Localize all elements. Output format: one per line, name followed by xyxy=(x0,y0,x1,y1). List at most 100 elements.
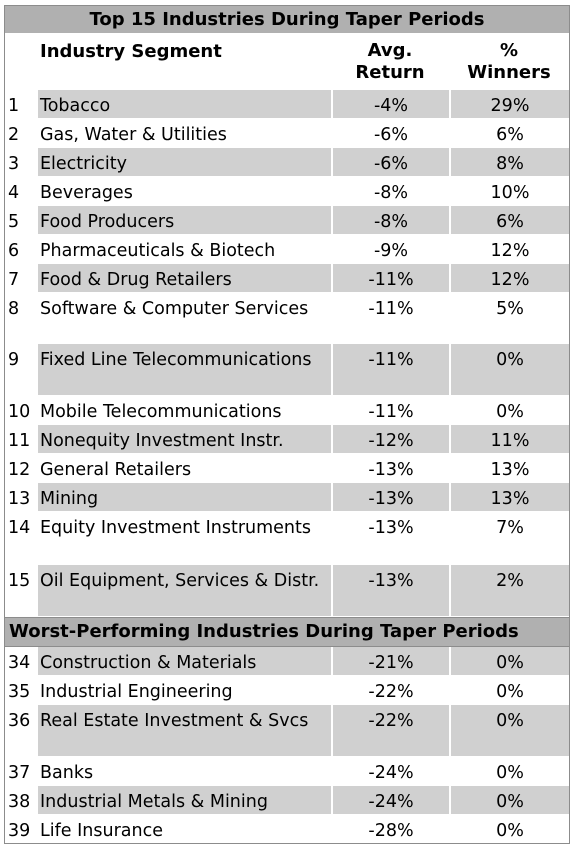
segment-cell: Beverages xyxy=(40,183,133,203)
segment-cell: Banks xyxy=(40,763,94,783)
segment-cell: Industrial Metals & Mining xyxy=(38,786,331,814)
avg-return-cell: -6% xyxy=(331,148,449,176)
avg-return-cell: -11% xyxy=(331,344,449,395)
segment-cell: Food Producers xyxy=(38,206,331,234)
header-industry-segment: Industry Segment xyxy=(40,41,222,62)
winners-cell: 6% xyxy=(449,119,569,147)
winners-cell: 0% xyxy=(449,396,569,424)
avg-return-cell: -21% xyxy=(331,647,449,675)
winners-cell: 12% xyxy=(449,264,569,292)
winners-cell: 0% xyxy=(449,815,569,843)
segment-cell: Electricity xyxy=(38,148,331,176)
winners-cell: 10% xyxy=(449,177,569,205)
table-row: 7 Food & Drug Retailers -11% 12% xyxy=(5,264,569,292)
segment-cell: Equity Investment Instruments xyxy=(40,518,311,538)
segment-cell: Nonequity Investment Instr. xyxy=(38,425,331,453)
table-row: 10 Mobile Telecommunications -11% 0% xyxy=(5,396,569,424)
header-winners: % Winners xyxy=(449,40,569,84)
table-row: 1 Tobacco -4% 29% xyxy=(5,90,569,118)
avg-return-cell: -13% xyxy=(331,483,449,511)
avg-return-cell: -6% xyxy=(331,119,449,147)
avg-return-cell: -13% xyxy=(331,454,449,482)
avg-return-cell: -11% xyxy=(331,396,449,424)
industry-table: Top 15 Industries During Taper Periods I… xyxy=(4,5,570,844)
rank-cell: 14 xyxy=(8,518,31,538)
winners-cell: 5% xyxy=(449,293,569,343)
segment-cell: Real Estate Investment & Svcs xyxy=(38,705,331,756)
winners-cell: 12% xyxy=(449,235,569,263)
table-row: 35 Industrial Engineering -22% 0% xyxy=(5,676,569,704)
avg-return-cell: -13% xyxy=(331,565,449,616)
table-row: 15 Oil Equipment, Services & Distr. -13%… xyxy=(5,565,569,616)
segment-cell: Mining xyxy=(38,483,331,511)
rank-cell: 12 xyxy=(8,460,31,480)
rank-cell: 4 xyxy=(8,183,20,203)
table-row: 4 Beverages -8% 10% xyxy=(5,177,569,205)
segment-cell: Gas, Water & Utilities xyxy=(40,125,227,145)
table-row: 14 Equity Investment Instruments -13% 7% xyxy=(5,512,569,564)
rank-cell: 10 xyxy=(8,402,31,422)
section-divider xyxy=(5,646,569,647)
rank-cell: 7 xyxy=(5,264,38,292)
winners-cell: 13% xyxy=(449,483,569,511)
segment-cell: Oil Equipment, Services & Distr. xyxy=(38,565,331,616)
winners-cell: 8% xyxy=(449,148,569,176)
winners-cell: 11% xyxy=(449,425,569,453)
avg-return-cell: -8% xyxy=(331,177,449,205)
table-row: 13 Mining -13% 13% xyxy=(5,483,569,511)
winners-cell: 6% xyxy=(449,206,569,234)
rank-cell: 5 xyxy=(5,206,38,234)
winners-cell: 0% xyxy=(449,344,569,395)
segment-cell: Life Insurance xyxy=(40,821,163,841)
avg-return-cell: -9% xyxy=(331,235,449,263)
table-row: 2 Gas, Water & Utilities -6% 6% xyxy=(5,119,569,147)
table-row: 36 Real Estate Investment & Svcs -22% 0% xyxy=(5,705,569,756)
avg-return-cell: -24% xyxy=(331,786,449,814)
worst-section-title: Worst-Performing Industries During Taper… xyxy=(5,618,569,646)
winners-cell: 13% xyxy=(449,454,569,482)
avg-return-cell: -11% xyxy=(331,264,449,292)
section-divider xyxy=(5,617,569,618)
rank-cell: 8 xyxy=(8,299,20,319)
table-row: 6 Pharmaceuticals & Biotech -9% 12% xyxy=(5,235,569,263)
winners-cell: 0% xyxy=(449,786,569,814)
rank-cell: 35 xyxy=(8,682,31,702)
winners-cell: 29% xyxy=(449,90,569,118)
rank-cell: 6 xyxy=(8,241,20,261)
header-avg-return-line1: Avg. xyxy=(367,40,413,61)
winners-cell: 7% xyxy=(449,512,569,564)
avg-return-cell: -24% xyxy=(331,757,449,785)
segment-cell: General Retailers xyxy=(40,460,192,480)
avg-return-cell: -8% xyxy=(331,206,449,234)
table-row: 39 Life Insurance -28% 0% xyxy=(5,815,569,843)
avg-return-cell: -13% xyxy=(331,512,449,564)
rank-cell: 38 xyxy=(5,786,38,814)
table-row: 8 Software & Computer Services -11% 5% xyxy=(5,293,569,343)
rank-cell: 15 xyxy=(5,565,38,616)
rank-cell: 9 xyxy=(5,344,38,395)
winners-cell: 0% xyxy=(449,705,569,756)
rank-cell: 34 xyxy=(5,647,38,675)
segment-cell: Food & Drug Retailers xyxy=(38,264,331,292)
avg-return-cell: -22% xyxy=(331,705,449,756)
table-row: 37 Banks -24% 0% xyxy=(5,757,569,785)
rank-cell: 2 xyxy=(8,125,20,145)
segment-cell: Industrial Engineering xyxy=(40,682,233,702)
table-row: 3 Electricity -6% 8% xyxy=(5,148,569,176)
table-row: 9 Fixed Line Telecommunications -11% 0% xyxy=(5,344,569,395)
table-row: 34 Construction & Materials -21% 0% xyxy=(5,647,569,675)
avg-return-cell: -4% xyxy=(331,90,449,118)
table-row: 5 Food Producers -8% 6% xyxy=(5,206,569,234)
winners-cell: 0% xyxy=(449,647,569,675)
header-winners-line1: % xyxy=(499,40,519,61)
segment-cell: Fixed Line Telecommunications xyxy=(38,344,331,395)
avg-return-cell: -22% xyxy=(331,676,449,704)
header-avg-return-line2: Return xyxy=(355,62,425,83)
segment-cell: Pharmaceuticals & Biotech xyxy=(40,241,276,261)
header-avg-return: Avg. Return xyxy=(331,40,449,84)
avg-return-cell: -12% xyxy=(331,425,449,453)
top-section-title: Top 15 Industries During Taper Periods xyxy=(5,6,569,33)
winners-cell: 0% xyxy=(449,676,569,704)
segment-cell: Software & Computer Services xyxy=(40,299,309,319)
rank-cell: 13 xyxy=(5,483,38,511)
